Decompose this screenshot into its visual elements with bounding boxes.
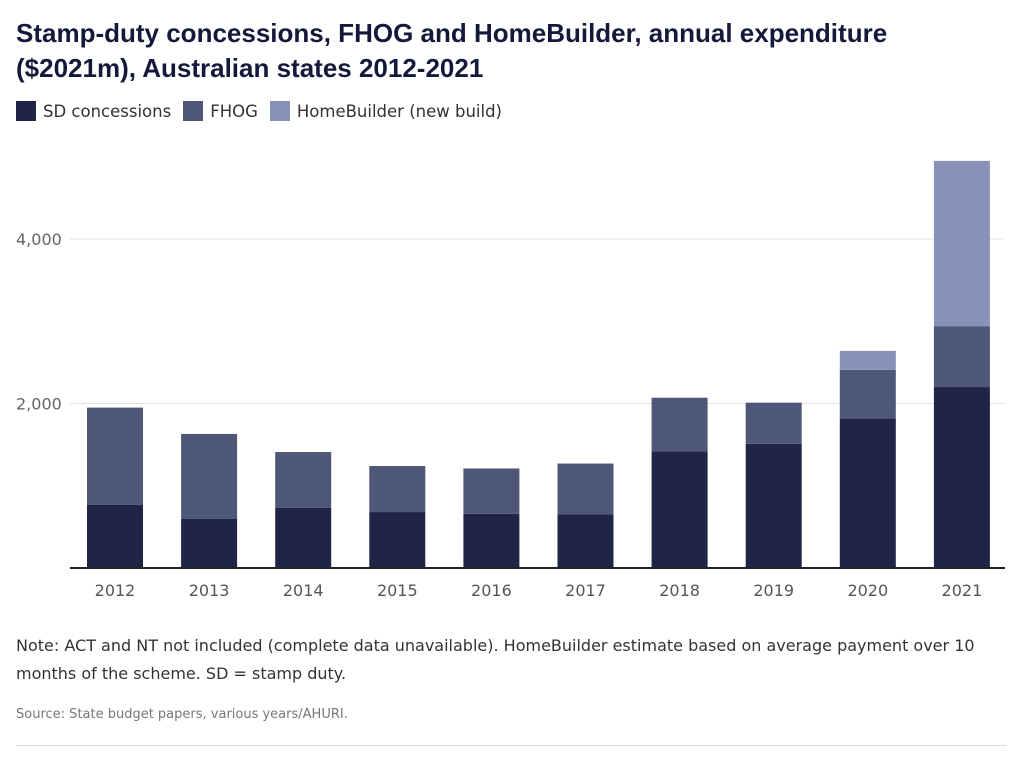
bar-homebuilder-new-build-	[933, 160, 990, 327]
x-tick-label: 2019	[753, 581, 794, 600]
x-tick-label: 2018	[659, 581, 700, 600]
bar-sd-concessions	[181, 518, 238, 568]
chart-plot: 2,000 4,000 2012 2013 2014 2015 2016 2017 2018 20…	[16, 160, 1005, 600]
bar-sd-concessions	[933, 387, 990, 568]
legend-swatch	[269, 101, 290, 121]
bar-sd-concessions	[557, 514, 614, 568]
y-tick-label: 2,000	[16, 395, 62, 414]
bar-sd-concessions	[651, 451, 708, 568]
bar-sd-concessions	[463, 513, 520, 568]
legend-item: HomeBuilder (new build)	[269, 101, 502, 121]
legend-item: FHOG	[183, 101, 258, 121]
bar-fhog	[651, 397, 708, 452]
bar-fhog	[275, 452, 332, 508]
x-tick-label: 2015	[377, 581, 418, 600]
bar-sd-concessions	[839, 418, 896, 568]
x-tick-label: 2017	[565, 581, 606, 600]
legend-label: HomeBuilder (new build)	[296, 101, 502, 121]
chart-source: Source: State budget papers, various yea…	[16, 707, 348, 722]
bar-sd-concessions	[745, 443, 802, 568]
bar-fhog	[181, 433, 238, 519]
bar-homebuilder-new-build-	[839, 350, 896, 370]
bar-fhog	[463, 468, 520, 514]
x-tick-label: 2012	[95, 581, 136, 600]
x-tick-label: 2016	[471, 581, 512, 600]
bar-fhog	[87, 407, 143, 505]
legend-swatch	[183, 101, 204, 121]
legend-label: FHOG	[210, 101, 258, 121]
divider	[16, 745, 1006, 746]
bar-fhog	[933, 326, 990, 388]
legend: SD concessions FHOG HomeBuilder (new build…	[16, 101, 502, 121]
chart-title: Stamp-duty concessions, FHOG and HomeBui…	[16, 18, 888, 83]
legend-swatch	[16, 101, 36, 121]
bar-fhog	[369, 466, 426, 513]
y-tick-label: 4,000	[16, 230, 62, 249]
bar-fhog	[557, 463, 614, 515]
legend-item: SD concessions	[16, 101, 171, 121]
bar-fhog	[839, 369, 896, 419]
x-tick-label: 2013	[189, 581, 230, 600]
bar-sd-concessions	[87, 504, 143, 568]
x-tick-label: 2021	[942, 581, 983, 600]
bar-fhog	[745, 402, 802, 444]
bar-sd-concessions	[275, 507, 332, 568]
chart-note: Note: ACT and NT not included (complete …	[16, 636, 975, 683]
x-tick-label: 2020	[847, 581, 888, 600]
x-tick-label: 2014	[283, 581, 324, 600]
bar-sd-concessions	[369, 512, 426, 568]
legend-label: SD concessions	[43, 101, 172, 121]
